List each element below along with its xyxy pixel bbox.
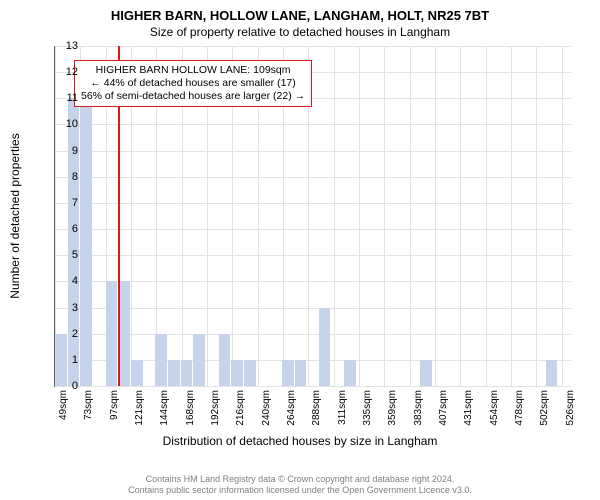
gridline-v [486,46,487,386]
annotation-line: 56% of semi-detached houses are larger (… [81,90,305,103]
ytick-label: 3 [58,302,78,314]
xtick-label: 192sqm [210,390,221,426]
xtick-label: 407sqm [438,390,449,426]
x-axis-title: Distribution of detached houses by size … [0,434,600,448]
ytick-label: 13 [58,40,78,52]
histogram-bar [80,72,92,386]
gridline-h [55,334,571,335]
xtick-label: 478sqm [514,390,525,426]
histogram-bar [244,360,256,386]
xtick-label: 264sqm [286,390,297,426]
gridline-v [460,46,461,386]
gridline-h [55,386,571,387]
gridline-v [536,46,537,386]
ytick-label: 7 [58,197,78,209]
footer-attribution: Contains HM Land Registry data © Crown c… [0,474,600,496]
histogram-bar [219,334,231,386]
gridline-h [55,46,571,47]
xtick-label: 240sqm [261,390,272,426]
ytick-label: 12 [58,66,78,78]
gridline-v [435,46,436,386]
xtick-label: 335sqm [362,390,373,426]
histogram-bar [420,360,432,386]
gridline-v [359,46,360,386]
xtick-label: 216sqm [235,390,246,426]
ytick-label: 8 [58,171,78,183]
histogram-bar [319,308,331,386]
xtick-label: 121sqm [134,390,145,426]
gridline-v [511,46,512,386]
gridline-h [55,255,571,256]
xtick-label: 49sqm [58,390,69,420]
gridline-h [55,229,571,230]
gridline-v [562,46,563,386]
histogram-bar [282,360,294,386]
histogram-bar [344,360,356,386]
chart-container: HIGHER BARN, HOLLOW LANE, LANGHAM, HOLT,… [0,0,600,500]
xtick-label: 359sqm [387,390,398,426]
histogram-bar [546,360,558,386]
xtick-label: 526sqm [565,390,576,426]
xtick-label: 144sqm [159,390,170,426]
histogram-bar [168,360,180,386]
annotation-line: HIGHER BARN HOLLOW LANE: 109sqm [81,64,305,77]
chart-title-sub: Size of property relative to detached ho… [0,25,600,39]
xtick-label: 502sqm [539,390,550,426]
ytick-label: 9 [58,145,78,157]
xtick-label: 97sqm [109,390,120,420]
xtick-label: 431sqm [463,390,474,426]
xtick-label: 454sqm [489,390,500,426]
gridline-v [410,46,411,386]
histogram-bar [131,360,143,386]
ytick-label: 1 [58,354,78,366]
histogram-bar [231,360,243,386]
gridline-h [55,151,571,152]
chart-title-main: HIGHER BARN, HOLLOW LANE, LANGHAM, HOLT,… [0,0,600,23]
gridline-h [55,281,571,282]
ytick-label: 11 [58,92,78,104]
ytick-label: 10 [58,118,78,130]
histogram-bar [181,360,193,386]
histogram-bar [193,334,205,386]
y-axis-title: Number of detached properties [8,133,22,298]
histogram-bar [68,98,80,386]
gridline-v [384,46,385,386]
xtick-label: 383sqm [413,390,424,426]
gridline-h [55,308,571,309]
histogram-bar [106,281,118,386]
footer-line-1: Contains HM Land Registry data © Crown c… [0,474,600,485]
gridline-h [55,124,571,125]
histogram-bar [155,334,167,386]
xtick-label: 311sqm [337,390,348,425]
histogram-bar [295,360,307,386]
ytick-label: 2 [58,328,78,340]
ytick-label: 5 [58,249,78,261]
gridline-v [334,46,335,386]
ytick-label: 6 [58,223,78,235]
footer-line-2: Contains public sector information licen… [0,485,600,496]
xtick-label: 288sqm [311,390,322,426]
xtick-label: 73sqm [83,390,94,420]
ytick-label: 4 [58,275,78,287]
gridline-h [55,203,571,204]
annotation-line: ← 44% of detached houses are smaller (17… [81,77,305,90]
annotation-box: HIGHER BARN HOLLOW LANE: 109sqm← 44% of … [74,60,312,107]
xtick-label: 168sqm [185,390,196,426]
gridline-h [55,177,571,178]
